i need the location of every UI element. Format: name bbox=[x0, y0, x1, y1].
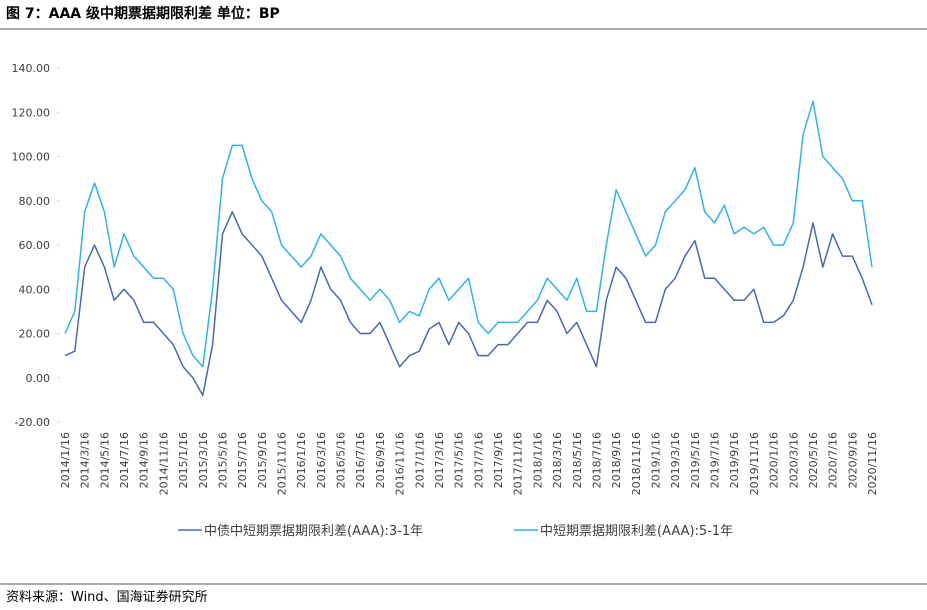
x-tick-label: 2016/3/16 bbox=[315, 432, 328, 488]
x-tick-label: 2017/11/16 bbox=[512, 432, 525, 495]
source: 资料来源：Wind、国海证券研究所 bbox=[6, 589, 208, 605]
x-tick-label: 2018/5/16 bbox=[571, 432, 584, 488]
x-tick-label: 2019/3/16 bbox=[669, 432, 682, 488]
series-line bbox=[64, 100, 873, 368]
y-tick-label: 60.00 bbox=[19, 239, 51, 252]
x-tick-label: 2018/7/16 bbox=[590, 432, 603, 488]
x-tick-label: 2014/3/16 bbox=[79, 432, 92, 488]
x-tick-label: 2015/5/16 bbox=[216, 432, 229, 488]
x-tick-label: 2020/9/16 bbox=[846, 432, 859, 488]
x-tick-label: 2020/7/16 bbox=[827, 432, 840, 488]
x-tick-label: 2015/1/16 bbox=[177, 432, 190, 488]
x-tick-label: 2015/11/16 bbox=[276, 432, 289, 495]
x-tick-label: 2017/7/16 bbox=[472, 432, 485, 488]
x-tick-label: 2016/1/16 bbox=[295, 432, 308, 488]
x-tick-label: 2016/9/16 bbox=[374, 432, 387, 488]
x-tick-label: 2019/7/16 bbox=[709, 432, 722, 488]
x-tick-label: 2017/9/16 bbox=[492, 432, 505, 488]
y-tick-label: 80.00 bbox=[19, 195, 51, 208]
legend-label: 中债中短期票据期限利差(AAA):3-1年 bbox=[204, 524, 423, 539]
x-tick-label: 2014/7/16 bbox=[118, 432, 131, 488]
y-tick-label: 120.00 bbox=[12, 106, 51, 119]
y-tick-label: 140.00 bbox=[12, 62, 51, 75]
y-tick-label: 100.00 bbox=[12, 151, 51, 164]
x-tick-label: 2019/11/16 bbox=[748, 432, 761, 495]
x-tick-label: 2020/11/16 bbox=[866, 432, 879, 495]
y-tick-label: 40.00 bbox=[19, 283, 51, 296]
x-tick-label: 2014/5/16 bbox=[98, 432, 111, 488]
x-tick-label: 2018/3/16 bbox=[551, 432, 564, 488]
x-tick-label: 2019/1/16 bbox=[649, 432, 662, 488]
x-tick-label: 2015/9/16 bbox=[256, 432, 269, 488]
y-tick-label: 20.00 bbox=[19, 328, 51, 341]
x-tick-label: 2017/3/16 bbox=[433, 432, 446, 488]
x-tick-label: 2017/1/16 bbox=[413, 432, 426, 488]
x-tick-label: 2014/9/16 bbox=[138, 432, 151, 488]
x-tick-label: 2020/1/16 bbox=[768, 432, 781, 488]
x-tick-label: 2014/1/16 bbox=[59, 432, 72, 488]
x-tick-label: 2016/11/16 bbox=[394, 432, 407, 495]
x-tick-label: 2018/11/16 bbox=[630, 432, 643, 495]
x-tick-label: 2016/5/16 bbox=[335, 432, 348, 488]
x-tick-label: 2020/3/16 bbox=[787, 432, 800, 488]
x-tick-label: 2018/9/16 bbox=[610, 432, 623, 488]
x-tick-label: 2017/5/16 bbox=[453, 432, 466, 488]
x-tick-label: 2018/1/16 bbox=[531, 432, 544, 488]
y-tick-label: -20.00 bbox=[15, 416, 50, 429]
x-tick-label: 2019/9/16 bbox=[728, 432, 741, 488]
x-tick-label: 2015/3/16 bbox=[197, 432, 210, 488]
x-tick-label: 2015/7/16 bbox=[236, 432, 249, 488]
x-tick-label: 2016/7/16 bbox=[354, 432, 367, 488]
x-tick-label: 2019/5/16 bbox=[689, 432, 702, 488]
chart-title: 图 7：AAA 级中期票据期限利差 单位：BP bbox=[6, 5, 280, 22]
x-tick-label: 2014/11/16 bbox=[157, 432, 170, 495]
x-tick-label: 2020/5/16 bbox=[807, 432, 820, 488]
legend-label: 中短期票据期限利差(AAA):5-1年 bbox=[540, 524, 733, 539]
y-tick-label: 0.00 bbox=[26, 372, 51, 385]
series-line bbox=[64, 211, 873, 397]
